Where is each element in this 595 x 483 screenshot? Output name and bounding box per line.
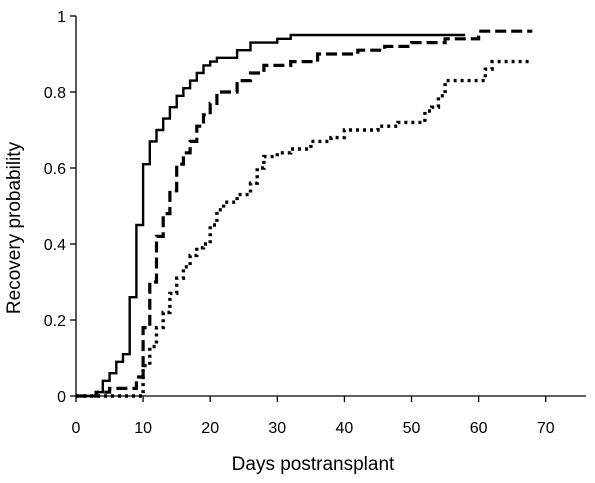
y-tick-label: 0.4 (44, 237, 66, 254)
x-tick-label: 70 (537, 420, 555, 437)
y-axis-label: Recovery probability (4, 141, 25, 314)
x-tick-label: 20 (201, 420, 219, 437)
y-tick-label: 0.8 (44, 85, 66, 102)
x-tick-label: 10 (134, 420, 152, 437)
x-ticks: 0 10 20 30 40 50 60 70 (72, 396, 555, 437)
x-tick-label: 0 (72, 420, 81, 437)
y-tick-label: 0.2 (44, 313, 66, 330)
y-tick-label: 1 (57, 9, 66, 26)
series-lines (76, 29, 533, 398)
x-tick-label: 50 (403, 420, 421, 437)
series-line-dotted (76, 59, 533, 398)
series-line-solid (76, 33, 466, 398)
x-axis-label: Days postransplant (232, 454, 395, 475)
x-tick-label: 60 (470, 420, 488, 437)
x-tick-label: 40 (336, 420, 354, 437)
axes (75, 16, 586, 397)
y-tick-label: 0 (57, 389, 66, 406)
x-tick-label: 30 (268, 420, 286, 437)
y-ticks: 0 0.2 0.4 0.6 0.8 1 (44, 9, 76, 406)
series-line-dashed (76, 29, 533, 398)
y-tick-label: 0.6 (44, 161, 66, 178)
